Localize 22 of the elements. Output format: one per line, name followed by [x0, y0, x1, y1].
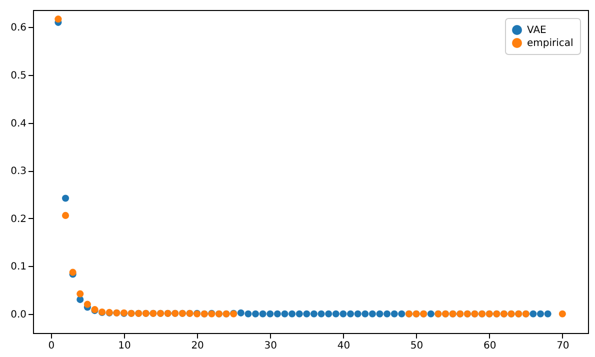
- point: [62, 212, 70, 219]
- y-tick-label: 0.5: [10, 70, 26, 82]
- legend-label: empirical: [527, 38, 574, 49]
- x-tick-label: 20: [191, 340, 204, 352]
- y-tick-label: 0.1: [10, 262, 26, 273]
- x-tick-label: 70: [556, 340, 570, 352]
- legend-label: VAE: [527, 25, 546, 36]
- y-tick-label: 0.2: [10, 214, 26, 225]
- point: [84, 300, 91, 308]
- point: [76, 290, 84, 298]
- x-tick-label: 10: [118, 340, 131, 352]
- y-tick-label: 0.6: [10, 22, 26, 34]
- x-tick-label: 40: [337, 340, 350, 352]
- point: [558, 310, 566, 318]
- y-tick-label: 0.3: [10, 166, 26, 178]
- x-tick-label: 0: [48, 340, 55, 352]
- x-tick-label: 30: [264, 340, 277, 352]
- y-tick-label: 0.4: [10, 118, 26, 130]
- x-tick-label: 60: [483, 340, 496, 352]
- point: [54, 16, 62, 23]
- x-tick-label: 50: [410, 340, 424, 352]
- y-tick-label: 0.0: [10, 309, 26, 320]
